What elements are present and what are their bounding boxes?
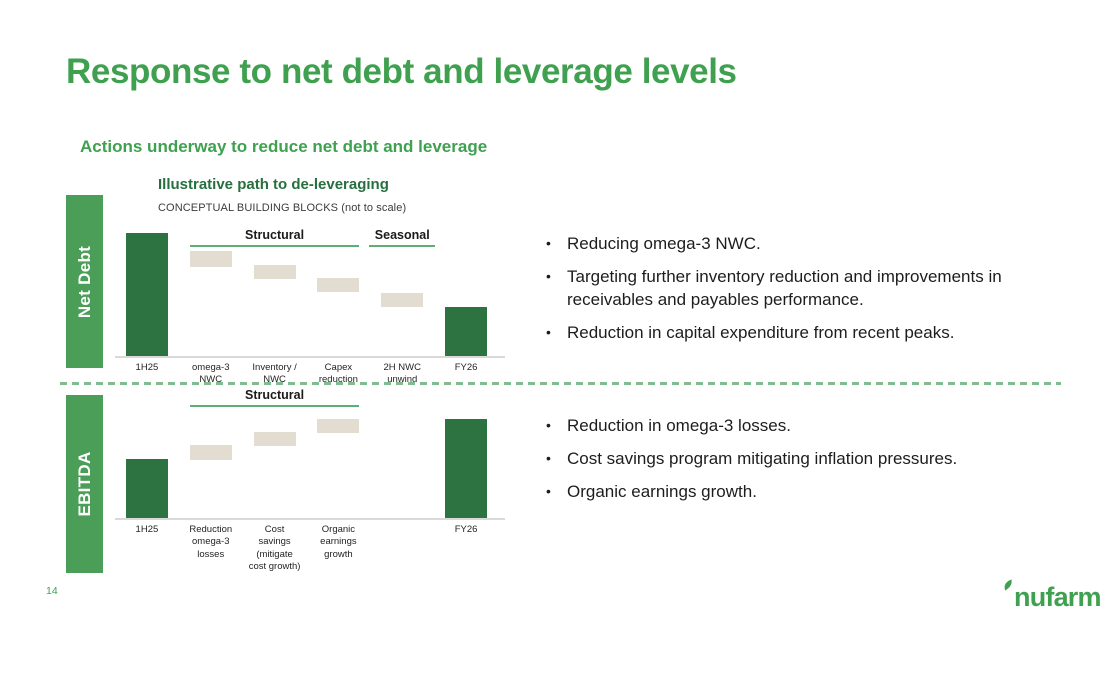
dashed-divider: [60, 382, 1061, 385]
axis-label: FY26: [454, 524, 478, 535]
bullet-marker: •: [546, 235, 551, 251]
group-label-structural: Structural: [189, 388, 360, 407]
bullet-text: Reduction in omega-3 losses.: [567, 416, 791, 435]
axis-label: Inventory / NWC: [252, 362, 297, 386]
bullet-text: Targeting further inventory reduction an…: [567, 267, 1002, 309]
total-bar-fy26: [445, 306, 488, 356]
delta-block-2h-nwc: [381, 293, 424, 307]
bullet-item: • Cost savings program mitigating inflati…: [546, 447, 1091, 470]
chart-note: CONCEPTUAL BUILDING BLOCKS (not to scale…: [158, 202, 407, 214]
axis-label: 1H25: [135, 362, 159, 373]
axis-label: 2H NWC unwind: [383, 362, 421, 386]
bullet-marker: •: [546, 450, 551, 466]
page-title: Response to net debt and leverage levels: [66, 52, 737, 91]
ebitda-axis-label: EBITDA: [66, 395, 103, 573]
delta-block-reduction: [189, 444, 232, 461]
logo-text: nufarm: [1014, 582, 1102, 612]
page-number: 14: [46, 585, 58, 597]
axis-label: FY26: [454, 362, 478, 373]
ebitda-actions-list: • Reduction in omega-3 losses. • Cost savin…: [546, 414, 1091, 513]
bullet-text: Reducing omega-3 NWC.: [567, 234, 761, 253]
bullet-marker: •: [546, 324, 551, 340]
axis-label: 1H25: [135, 524, 159, 535]
delta-block-inventory-: [253, 265, 296, 280]
bullet-text: Cost savings program mitigating inflatio…: [567, 449, 958, 468]
chart-baseline: [115, 518, 505, 520]
group-label-structural: Structural: [189, 228, 360, 247]
bullet-text: Reduction in capital expenditure from re…: [567, 323, 955, 342]
bullet-marker: •: [546, 417, 551, 433]
chart-title: Illustrative path to de-leveraging: [158, 176, 389, 193]
delta-block-cost: [253, 431, 296, 446]
bullet-item: • Reducing omega-3 NWC.: [546, 232, 1091, 255]
side-label-text: Net Debt: [74, 245, 94, 318]
net-debt-axis-label: Net Debt: [66, 195, 103, 368]
axis-label: Cost savings (mitigate cost growth): [248, 524, 301, 573]
leaf-icon: [1004, 579, 1012, 591]
delta-block-omega-3: [189, 251, 232, 267]
axis-label: Organic earnings growth: [320, 524, 357, 560]
bullet-item: • Targeting further inventory reduction a…: [546, 265, 1091, 311]
axis-label: omega-3 NWC: [192, 362, 230, 386]
total-bar-1h25: [125, 459, 168, 518]
delta-block-capex: [317, 277, 360, 292]
net-debt-actions-list: • Reducing omega-3 NWC. • Targeting further…: [546, 232, 1091, 354]
bullet-item: • Reduction in capital expenditure from r…: [546, 321, 1091, 344]
section-subtitle: Actions underway to reduce net debt and …: [80, 137, 488, 156]
bullet-text: Organic earnings growth.: [567, 482, 757, 501]
side-label-text: EBITDA: [74, 451, 94, 517]
bullet-item: • Reduction in omega-3 losses.: [546, 414, 1091, 437]
nufarm-logo: nufarm: [1002, 579, 1102, 612]
total-bar-fy26: [445, 419, 488, 518]
delta-block-organic: [317, 419, 360, 433]
bullet-marker: •: [546, 268, 551, 284]
axis-label: Capex reduction: [318, 362, 358, 386]
bullet-item: • Organic earnings growth.: [546, 480, 1091, 503]
axis-label: Reduction omega-3 losses: [189, 524, 233, 560]
chart-baseline: [115, 356, 505, 358]
total-bar-1h25: [125, 232, 168, 356]
group-label-seasonal: Seasonal: [369, 228, 436, 247]
bullet-marker: •: [546, 483, 551, 499]
